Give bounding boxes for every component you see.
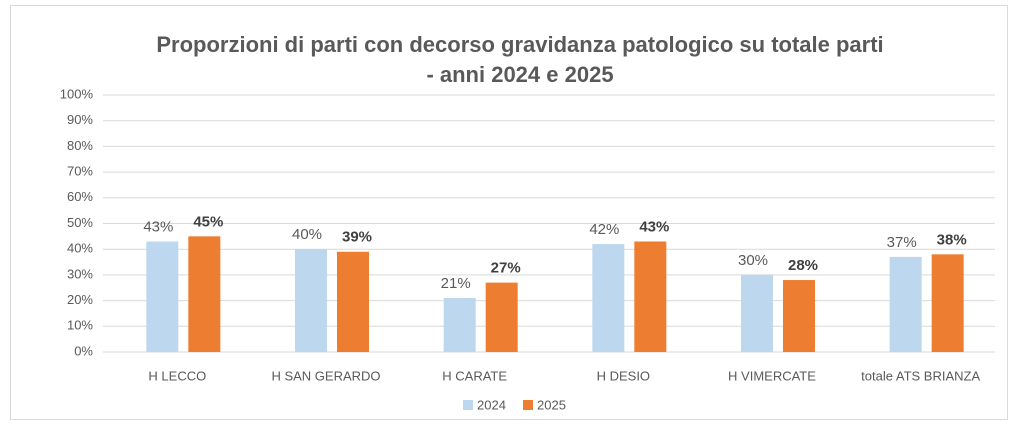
- value-label: 43%: [639, 218, 669, 235]
- value-label: 45%: [193, 213, 223, 230]
- value-label: 30%: [738, 252, 768, 269]
- y-tick-label: 30%: [67, 266, 93, 281]
- value-label: 39%: [342, 229, 372, 246]
- bar: [783, 280, 815, 352]
- x-tick-label: H CARATE: [442, 368, 507, 383]
- y-tick-label: 10%: [67, 318, 93, 333]
- value-label: 42%: [589, 221, 619, 238]
- bar: [443, 298, 476, 352]
- x-tick-label: H VIMERCATE: [728, 368, 816, 383]
- chart-title: Proporzioni di parti con decorso gravida…: [156, 32, 883, 57]
- bar: [741, 274, 773, 352]
- x-tick-label: H LECCO: [148, 368, 206, 383]
- legend-swatch: [463, 400, 473, 410]
- legend-label: 2025: [537, 397, 566, 412]
- value-label: 43%: [143, 218, 173, 235]
- bar: [337, 251, 369, 352]
- y-tick-label: 40%: [67, 241, 93, 256]
- y-tick-label: 50%: [67, 215, 93, 230]
- chart-title: - anni 2024 e 2025: [426, 62, 613, 87]
- bar: [188, 236, 221, 352]
- bar: [931, 254, 964, 352]
- y-tick-label: 70%: [67, 164, 93, 179]
- y-tick-label: 60%: [67, 189, 93, 204]
- bar: [146, 241, 179, 352]
- bar: [295, 249, 327, 352]
- value-label: 28%: [788, 257, 818, 274]
- y-tick-label: 0%: [74, 343, 93, 358]
- x-tick-label: H DESIO: [597, 368, 650, 383]
- bar: [889, 256, 922, 352]
- y-tick-label: 80%: [67, 138, 93, 153]
- x-tick-label: totale ATS BRIANZA: [861, 368, 980, 383]
- y-tick-label: 100%: [60, 86, 94, 101]
- bar: [634, 241, 667, 352]
- y-tick-label: 20%: [67, 292, 93, 307]
- value-label: 21%: [441, 275, 471, 292]
- value-label: 40%: [292, 226, 322, 243]
- bar: [592, 244, 625, 352]
- legend-label: 2024: [477, 397, 506, 412]
- legend-swatch: [523, 400, 533, 410]
- value-label: 27%: [491, 260, 521, 277]
- bar: [485, 282, 518, 352]
- value-label: 37%: [887, 234, 917, 251]
- x-tick-label: H SAN GERARDO: [271, 368, 380, 383]
- value-label: 38%: [937, 231, 967, 248]
- y-tick-label: 90%: [67, 112, 93, 127]
